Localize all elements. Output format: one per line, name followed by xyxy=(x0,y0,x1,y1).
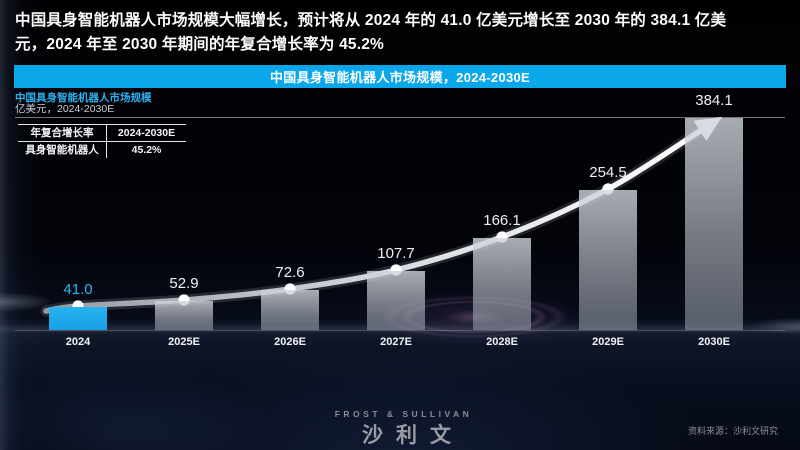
x-axis-label-2029E: 2029E xyxy=(592,336,624,348)
value-label-2030E: 384.1 xyxy=(695,92,733,109)
value-label-2026E: 72.6 xyxy=(275,264,305,281)
x-axis-label-2026E: 2026E xyxy=(274,336,306,348)
chart-subtitle: 中国具身智能机器人市场规模 xyxy=(15,92,152,104)
headline-line2: 元，2024 年至 2030 年期间的年复合增长率为 45.2% xyxy=(15,36,385,53)
bar-2029E xyxy=(579,190,637,330)
bar-2026E xyxy=(261,290,319,330)
bar-2025E xyxy=(155,301,213,330)
bar-2030E xyxy=(685,118,743,330)
x-axis-label-2030E: 2030E xyxy=(698,336,730,348)
x-axis-label-2025E: 2025E xyxy=(168,336,200,348)
chart-title-banner: 中国具身智能机器人市场规模，2024-2030E xyxy=(14,65,786,88)
value-label-2028E: 166.1 xyxy=(483,212,521,229)
plot-top-gridline xyxy=(15,117,785,118)
source-note: 资料来源：沙利文研究 xyxy=(687,426,778,436)
x-axis-label-2024: 2024 xyxy=(65,336,91,348)
headline-line1: 中国具身智能机器人市场规模大幅增长，预计将从 2024 年的 41.0 亿美元增… xyxy=(15,12,727,29)
chart-unit-label: 亿美元，2024-2030E xyxy=(15,103,115,115)
plot-baseline xyxy=(15,330,785,331)
frost-sullivan-logo-text: FROST & SULLIVAN xyxy=(334,409,473,419)
bar-2028E xyxy=(473,238,531,330)
shalliwen-logo-text: 沙利文 xyxy=(362,424,464,447)
value-label-2025E: 52.9 xyxy=(169,275,199,292)
value-label-2029E: 254.5 xyxy=(589,164,627,181)
chart-title: 中国具身智能机器人市场规模，2024-2030E xyxy=(269,70,531,85)
bar-2027E xyxy=(367,271,425,330)
headline: 中国具身智能机器人市场规模大幅增长，预计将从 2024 年的 41.0 亿美元增… xyxy=(15,9,790,57)
x-axis-label-2028E: 2028E xyxy=(486,336,518,348)
value-label-2024: 41.0 xyxy=(63,281,93,298)
bar-2024 xyxy=(49,307,107,330)
value-label-2027E: 107.7 xyxy=(377,245,415,262)
x-axis-label-2027E: 2027E xyxy=(380,336,412,348)
